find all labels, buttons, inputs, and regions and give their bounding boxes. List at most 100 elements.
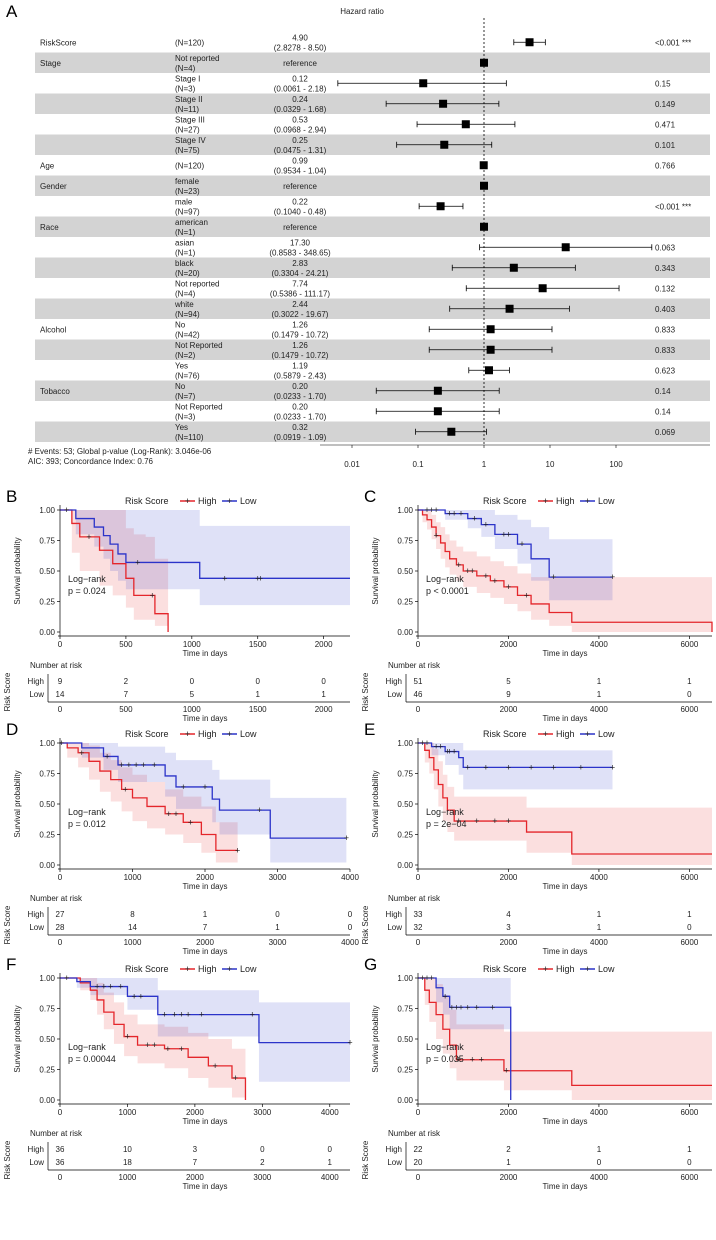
- km-curve-high: [60, 977, 247, 1100]
- risk-row-low-label: Low: [29, 923, 44, 932]
- forest-x-tick-label: 1: [482, 460, 487, 469]
- km-x-tick-label: 2000: [500, 640, 518, 649]
- km-legend: Risk Score + High + Low: [125, 729, 257, 739]
- risk-table-title: Number at risk: [30, 894, 83, 903]
- forest-level: Yes: [175, 361, 188, 370]
- km-x-tick-label: 6000: [680, 640, 698, 649]
- km-censor-mark: +: [524, 590, 529, 600]
- forest-pvalue: <0.001 ***: [655, 38, 691, 47]
- km-censor-mark: +: [501, 529, 506, 539]
- km-y-label: Survival probability: [13, 537, 22, 604]
- km-censor-mark: +: [456, 560, 461, 570]
- km-censor-mark: +: [610, 572, 615, 582]
- legend-title: Risk Score: [125, 729, 169, 739]
- km-censor-mark: +: [202, 782, 207, 792]
- forest-row-shade: [35, 421, 710, 442]
- km-x-tick-label: 0: [416, 873, 421, 882]
- km-y-tick-label: 0.00: [39, 861, 55, 870]
- risk-x-label: Time in days: [542, 714, 587, 723]
- forest-n: (N=3): [175, 84, 196, 93]
- risk-row-low-label: Low: [29, 1158, 44, 1167]
- forest-x-tick-label: 0.01: [344, 460, 360, 469]
- risk-high-count: 1: [203, 910, 208, 919]
- km-censor-mark: +: [222, 573, 227, 583]
- risk-x-tick-label: 4000: [590, 938, 608, 947]
- risk-low-count: 1: [506, 1158, 511, 1167]
- km-censor-mark: +: [438, 742, 443, 752]
- forest-reference: reference: [283, 223, 317, 232]
- forest-variable: Age: [40, 161, 55, 170]
- forest-n: (N=1): [175, 248, 196, 257]
- legend-high-label: High: [198, 496, 217, 506]
- forest-ci: (0.5386 - 111.17): [270, 289, 331, 298]
- forest-n: (N=7): [175, 392, 196, 401]
- risk-low-count: 1: [321, 690, 326, 699]
- km-censor-mark: +: [474, 1002, 479, 1012]
- risk-table-title: Number at risk: [388, 894, 441, 903]
- forest-level: asian: [175, 238, 194, 247]
- km-y-tick-label: 0.50: [397, 800, 413, 809]
- km-censor-mark: +: [258, 573, 263, 583]
- km-x-tick-label: 1000: [183, 640, 201, 649]
- km-censor-mark: +: [126, 760, 131, 770]
- km-y-label: Survival probability: [13, 1005, 22, 1072]
- km-x-tick-label: 0: [416, 1108, 421, 1117]
- km-logrank-label: Log−rank: [68, 807, 106, 817]
- forest-ci: (0.8583 - 348.65): [269, 248, 331, 257]
- forest-level: female: [175, 177, 200, 186]
- risk-x-tick-label: 2000: [500, 938, 518, 947]
- km-censor-mark: +: [125, 1032, 130, 1042]
- km-curve-low: [418, 742, 613, 769]
- forest-pvalue: <0.001 ***: [655, 202, 691, 211]
- km-curve-high: [418, 509, 713, 632]
- legend-title: Risk Score: [125, 496, 169, 506]
- km-x-tick-label: 500: [119, 640, 133, 649]
- legend-low-label: Low: [240, 729, 257, 739]
- km-logrank-label: Log−rank: [426, 574, 464, 584]
- km-pvalue: p = 0.035: [426, 1054, 464, 1064]
- km-censor-mark: +: [250, 1010, 255, 1020]
- risk-high-count: 27: [56, 910, 65, 919]
- forest-estimate: 1.19: [292, 361, 308, 370]
- km-curve-high: [60, 742, 238, 852]
- legend-title: Risk Score: [125, 964, 169, 974]
- forest-pvalue: 0.833: [655, 325, 676, 334]
- risk-x-tick-label: 2000: [500, 705, 518, 714]
- forest-level: Not reported: [175, 54, 219, 63]
- forest-hr-marker: [447, 427, 456, 436]
- legend-title: Risk Score: [483, 729, 527, 739]
- forest-level: Not Reported: [175, 402, 223, 411]
- forest-hr-marker: [440, 140, 449, 149]
- km-y-tick-label: 0.50: [39, 567, 55, 576]
- km-y-tick-label: 0.75: [397, 1005, 413, 1014]
- km-legend: Risk Score + High + Low: [125, 496, 257, 506]
- forest-ci: (0.0968 - 2.94): [274, 125, 327, 134]
- risk-row-low-label: Low: [387, 690, 402, 699]
- km-censor-mark: +: [506, 582, 511, 592]
- km-censor-mark: +: [420, 738, 425, 748]
- km-censor-mark: +: [347, 1038, 352, 1048]
- risk-high-count: 22: [414, 1145, 423, 1154]
- km-censor-mark: +: [188, 817, 193, 827]
- km-x-tick-label: 0: [416, 640, 421, 649]
- km-x-tick-label: 4000: [321, 1108, 339, 1117]
- forest-level: Stage II: [175, 95, 203, 104]
- forest-estimate: 2.83: [292, 259, 308, 268]
- forest-hr-marker: [433, 407, 442, 416]
- km-x-tick-label: 6000: [680, 873, 698, 882]
- forest-variable: Stage: [40, 59, 61, 68]
- km-curve-low: [418, 977, 512, 1100]
- km-censor-mark: +: [86, 532, 91, 542]
- km-censor-mark: +: [465, 762, 470, 772]
- risk-low-count: 1: [275, 923, 280, 932]
- legend-low-marker: +: [585, 496, 590, 506]
- risk-high-count: 1: [597, 677, 602, 686]
- km-y-tick-label: 0.75: [397, 770, 413, 779]
- km-censor-mark: +: [551, 572, 556, 582]
- forest-estimate: 0.25: [292, 136, 308, 145]
- km-censor-mark: +: [458, 1002, 463, 1012]
- km-censor-mark: +: [456, 816, 461, 826]
- forest-pvalue: 0.343: [655, 264, 676, 273]
- km-censor-mark: +: [506, 762, 511, 772]
